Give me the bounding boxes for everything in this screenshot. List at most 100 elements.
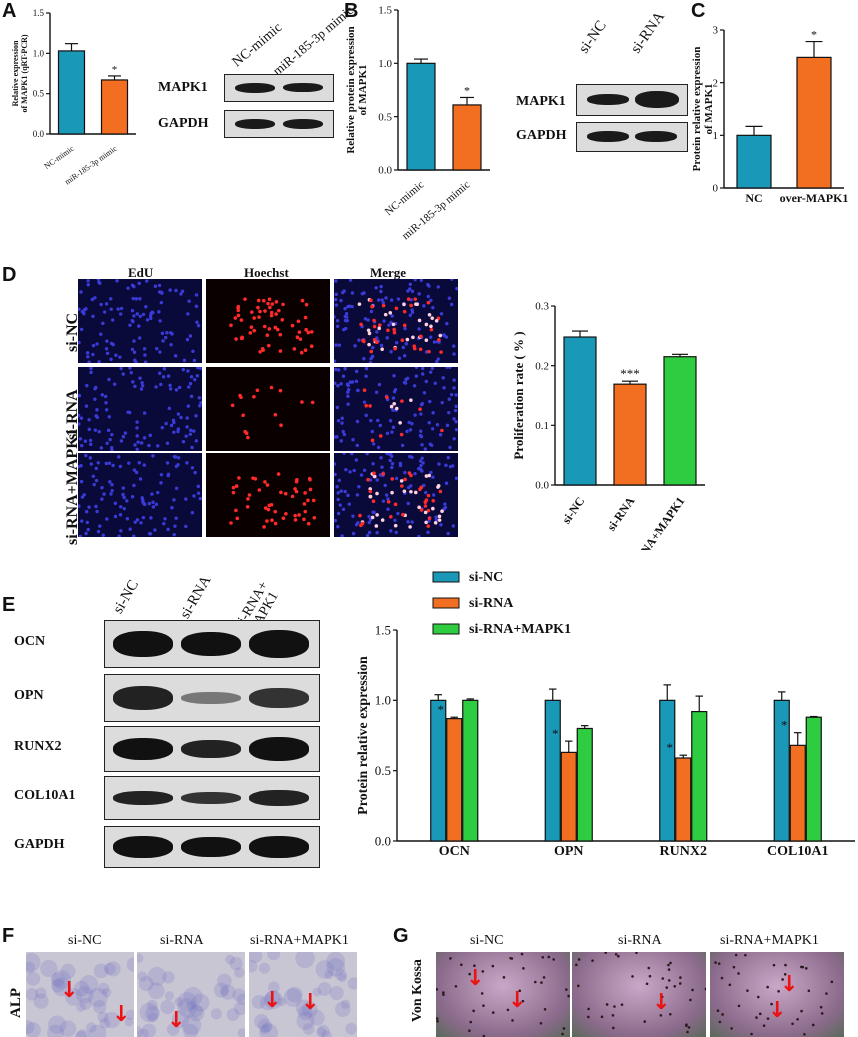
y-tick-label: 3 — [713, 25, 719, 37]
bar — [691, 710, 708, 842]
micro-hoechst-row-3 — [206, 453, 330, 537]
category-label: OCN — [439, 844, 470, 859]
y-axis-label: Protein relative expression — [356, 656, 371, 815]
micro-merge-row-3 — [334, 453, 458, 537]
bar — [675, 757, 692, 842]
y-tick-label: 0.5 — [378, 111, 392, 123]
bar — [576, 727, 593, 842]
legend-label: si-RNA — [469, 596, 514, 611]
y-axis-label-line: of MAPK1 — [703, 83, 715, 134]
y-tick-label: 2 — [713, 77, 719, 89]
blot-b-gapdh-strip — [576, 122, 688, 152]
cell-nuclei — [78, 367, 202, 451]
blot-b-row-gapdh: GAPDH — [516, 128, 567, 143]
blot-e-header-si-rna: si-RNA — [177, 573, 215, 622]
red-arrow-icon: ↓ — [652, 990, 671, 1015]
y-tick-label: 0.2 — [535, 360, 549, 372]
band — [181, 837, 241, 857]
y-tick-label: 1.5 — [33, 8, 45, 18]
band — [235, 83, 275, 93]
blot-a-row-gapdh: GAPDH — [158, 116, 209, 131]
bar — [446, 718, 463, 842]
significance-mark: *** — [620, 366, 640, 381]
legend-label: si-NC — [469, 570, 503, 585]
micro-hoechst-row-1 — [206, 279, 330, 363]
red-arrow-icon: ↓ — [768, 998, 787, 1023]
blot-e-ocn-strip — [104, 620, 320, 668]
category-label: COL10A1 — [767, 844, 828, 859]
category-label: NC-mimic — [42, 144, 76, 171]
red-arrow-icon: ↓ — [466, 966, 485, 991]
y-tick-label: 0.5 — [33, 89, 45, 99]
band — [587, 131, 629, 142]
d-col-header-hoechst: Hoechst — [244, 265, 289, 280]
bar — [789, 744, 806, 842]
legend-swatch — [432, 571, 460, 583]
category-label: over-MAPK1 — [780, 191, 849, 205]
cell-nuclei — [78, 279, 201, 363]
bar — [805, 716, 822, 842]
y-tick-label: 0.0 — [378, 165, 392, 177]
band — [235, 119, 275, 129]
y-axis-label-line: of MAPK1 — [357, 64, 369, 115]
cell-nuclei — [230, 385, 315, 440]
band — [181, 692, 241, 704]
bar — [560, 751, 577, 842]
g-col-header-si-nc: si-NC — [470, 933, 504, 948]
y-tick-label: 0 — [713, 183, 719, 195]
band — [113, 631, 173, 657]
d-col-header-edu: EdU — [128, 265, 154, 280]
blot-e-opn-strip — [104, 674, 320, 722]
legend-swatch — [432, 597, 460, 609]
y-axis-label-line: Protein relative expression — [691, 47, 703, 172]
y-tick-label: 0.3 — [535, 301, 549, 313]
g-row-label-von-kossa: Von Kossa — [410, 959, 425, 1022]
von-kossa-image-3: ↓ ↓ — [710, 952, 844, 1037]
category-label: RUNX2 — [660, 844, 707, 859]
y-axis-label: Relative expressionof MAPK1 (qRT-PCR) — [11, 34, 29, 112]
blot-a-mapk1-strip — [224, 74, 334, 102]
blot-e-row-ocn: OCN — [14, 634, 46, 649]
stain-texture — [714, 953, 834, 1036]
stain-texture — [436, 952, 570, 1037]
band — [113, 738, 173, 760]
band — [113, 791, 173, 805]
blot-e-row-opn: OPN — [14, 688, 44, 703]
chart-a-mapk1-qpcr: 0.0 0.5 1.0 1.5 Relative expressionof MAPK1 … — [11, 8, 136, 187]
blot-e-row-gapdh: GAPDH — [14, 837, 65, 852]
panel-label-e: E — [2, 594, 16, 616]
significance-mark: * — [781, 718, 788, 733]
blot-e-row-col10a1: COL10A1 — [14, 788, 76, 803]
micro-merge-row-2 — [334, 367, 458, 451]
blot-a-gapdh-strip — [224, 110, 334, 138]
y-axis-label-line: Relative expression — [11, 40, 20, 106]
von-kossa-image-1: ↓ ↓ — [436, 952, 570, 1037]
blot-b-row-mapk1: MAPK1 — [516, 94, 566, 109]
chart-e-protein-expression: 0.0 0.5 1.0 1.5 Protein relative expression *… — [356, 570, 855, 859]
stain-texture — [575, 952, 706, 1034]
d-col-header-merge: Merge — [370, 265, 407, 280]
blot-e-col10a1-strip — [104, 776, 320, 820]
stain-texture — [26, 952, 134, 1037]
panel-label-g: G — [393, 925, 409, 947]
micro-edu-row-3 — [78, 453, 202, 537]
red-arrow-icon: ↓ — [112, 1002, 131, 1027]
y-tick-label: 1.0 — [33, 48, 45, 58]
band — [249, 688, 309, 708]
significance-mark: * — [667, 740, 674, 755]
significance-mark: * — [438, 702, 445, 717]
bar — [406, 62, 436, 171]
cell-nuclei — [229, 297, 314, 355]
panel-label-f: F — [2, 925, 15, 947]
cell-nuclei — [334, 367, 458, 451]
cell-nuclei — [229, 472, 317, 529]
stain-texture — [137, 953, 245, 1037]
legend-swatch — [432, 623, 460, 635]
band — [249, 836, 309, 858]
category-label: OPN — [554, 844, 584, 859]
alp-stain-image-3: ↓ ↓ — [249, 952, 357, 1037]
legend-label: si-RNA+MAPK1 — [469, 622, 571, 637]
y-tick-label: 0.0 — [33, 129, 45, 139]
blot-b-header-si-nc: si-NC — [576, 17, 610, 57]
micro-edu-row-2 — [78, 367, 202, 451]
